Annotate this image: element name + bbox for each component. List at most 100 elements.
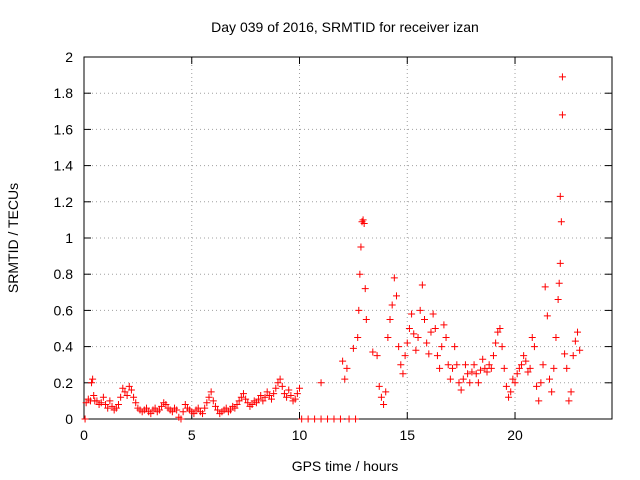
data-point xyxy=(373,352,381,360)
data-point xyxy=(272,384,280,392)
data-point xyxy=(252,399,260,407)
data-point xyxy=(477,366,485,374)
data-point xyxy=(222,404,230,412)
data-point xyxy=(533,382,541,390)
data-point xyxy=(360,220,368,228)
data-point xyxy=(427,328,435,336)
x-tick-label: 5 xyxy=(188,427,196,443)
data-point xyxy=(414,334,422,342)
data-point xyxy=(142,404,150,412)
data-point xyxy=(557,218,565,226)
data-point xyxy=(233,401,241,409)
data-point xyxy=(280,390,288,398)
data-point xyxy=(399,370,407,378)
data-point xyxy=(259,397,267,405)
data-point xyxy=(132,399,140,407)
data-point xyxy=(550,364,558,372)
data-point xyxy=(421,315,429,323)
data-point xyxy=(106,397,114,405)
data-point xyxy=(416,306,424,314)
data-point xyxy=(317,379,325,387)
data-point xyxy=(425,350,433,358)
data-point xyxy=(513,370,521,378)
data-point xyxy=(339,357,347,365)
data-point xyxy=(97,399,105,407)
data-point xyxy=(500,364,508,372)
data-point xyxy=(412,346,420,354)
data-point xyxy=(494,328,502,336)
data-point xyxy=(291,395,299,403)
data-point xyxy=(276,375,284,383)
data-point xyxy=(388,301,396,309)
data-point xyxy=(375,382,383,390)
data-point xyxy=(119,384,127,392)
data-point xyxy=(88,379,96,387)
data-point xyxy=(576,346,584,354)
y-axis-label: SRMTID / TECUs xyxy=(5,183,21,293)
data-point xyxy=(479,355,487,363)
data-point xyxy=(237,393,245,401)
data-point xyxy=(423,339,431,347)
data-point xyxy=(444,361,452,369)
data-point xyxy=(528,334,536,342)
data-point xyxy=(554,296,562,304)
data-point xyxy=(177,415,185,423)
data-point xyxy=(390,274,398,282)
data-points xyxy=(81,73,584,423)
data-point xyxy=(209,397,217,405)
data-point xyxy=(123,391,131,399)
grid-lines xyxy=(84,57,612,419)
data-point xyxy=(515,364,523,372)
data-point xyxy=(114,401,122,409)
data-point xyxy=(227,406,235,414)
data-point xyxy=(359,216,367,224)
data-point xyxy=(90,391,98,399)
y-tick-label: 0 xyxy=(65,411,73,427)
data-point xyxy=(285,386,293,394)
data-point xyxy=(330,415,338,423)
data-point xyxy=(517,361,525,369)
data-point xyxy=(349,344,357,352)
data-point xyxy=(485,361,493,369)
y-tick-label: 1.4 xyxy=(54,158,74,174)
data-point xyxy=(530,343,538,351)
data-point xyxy=(255,395,263,403)
data-point xyxy=(296,384,304,392)
data-point xyxy=(386,315,394,323)
data-point xyxy=(442,334,450,342)
data-point xyxy=(239,390,247,398)
data-point xyxy=(127,386,135,394)
data-point xyxy=(449,364,457,372)
data-point xyxy=(489,352,497,360)
data-point xyxy=(401,352,409,360)
data-point xyxy=(203,399,211,407)
data-point xyxy=(311,415,319,423)
data-point xyxy=(190,410,198,418)
data-point xyxy=(555,279,563,287)
data-point xyxy=(539,361,547,369)
data-point xyxy=(384,334,392,342)
data-point xyxy=(304,415,312,423)
data-point xyxy=(345,415,353,423)
data-point xyxy=(541,283,549,291)
data-point xyxy=(433,352,441,360)
data-point xyxy=(199,410,207,418)
data-point xyxy=(567,388,575,396)
data-point xyxy=(324,415,332,423)
data-point xyxy=(509,375,517,383)
data-point xyxy=(125,382,133,390)
data-point xyxy=(392,292,400,300)
data-point xyxy=(548,388,556,396)
data-point xyxy=(382,388,390,396)
data-point xyxy=(93,397,101,405)
data-point xyxy=(446,375,454,383)
data-point xyxy=(436,364,444,372)
data-point xyxy=(261,393,269,401)
data-point xyxy=(207,388,215,396)
data-point xyxy=(267,395,275,403)
data-point xyxy=(511,379,519,387)
data-point xyxy=(377,393,385,401)
data-point xyxy=(556,192,564,200)
data-point xyxy=(474,379,482,387)
